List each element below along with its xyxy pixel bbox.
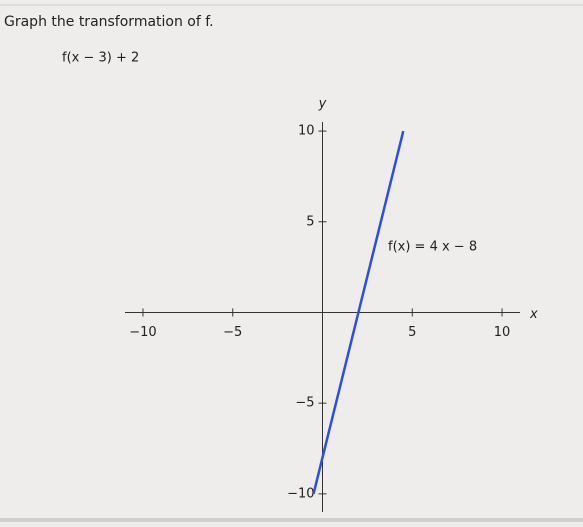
x-tick-label: 5 <box>408 325 416 340</box>
x-tick-label: 10 <box>494 325 511 340</box>
y-tick-label: 10 <box>298 124 315 139</box>
chart-title: Graph the transformation of f. <box>4 14 214 30</box>
x-axis-label: x <box>529 307 538 322</box>
y-tick-label: −5 <box>295 396 314 411</box>
x-tick-label: −10 <box>129 325 156 340</box>
y-axis-label: y <box>318 97 327 112</box>
x-tick-label: −5 <box>223 325 242 340</box>
chart-subtitle: f(x − 3) + 2 <box>62 51 139 66</box>
y-tick-label: −10 <box>287 486 314 501</box>
annotation: f(x) = 4 x − 8 <box>388 240 477 255</box>
y-tick-label: 5 <box>306 214 314 229</box>
data-line <box>312 130 405 495</box>
